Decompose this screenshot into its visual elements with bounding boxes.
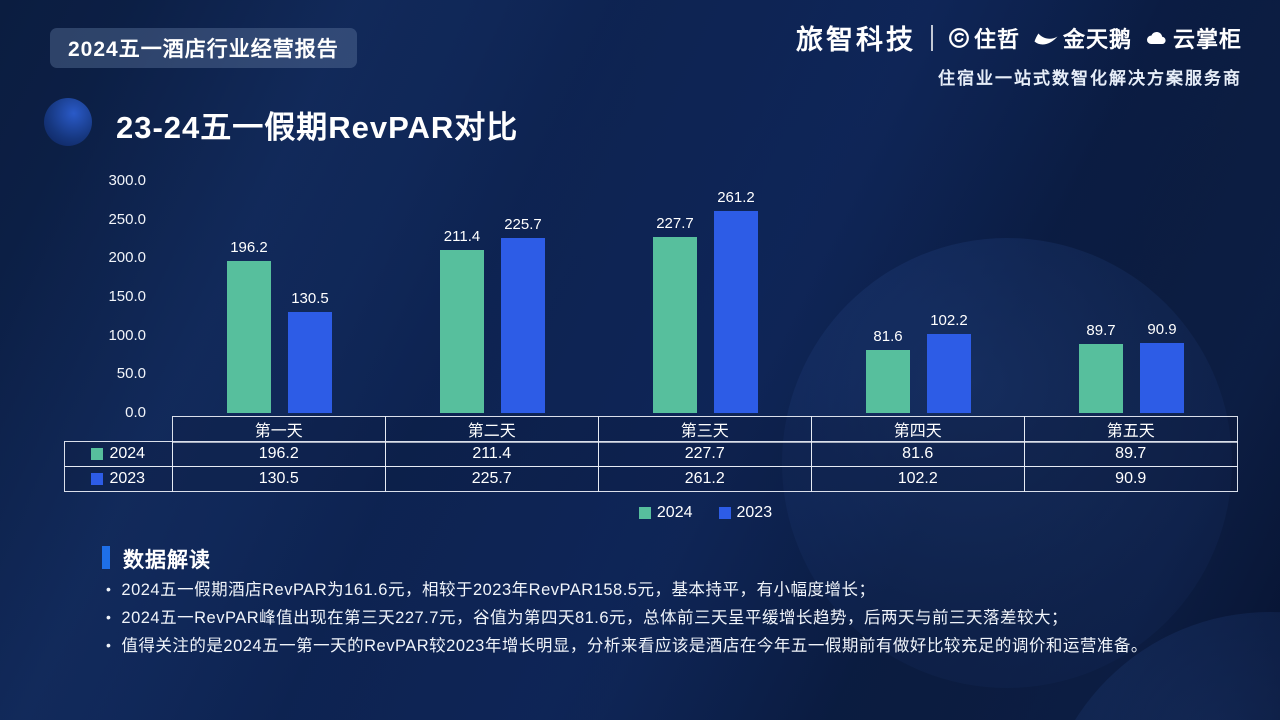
- y-tick-label: 300.0: [108, 172, 146, 189]
- bar-value-label: 81.6: [873, 327, 903, 345]
- table-header-cell: 第五天: [1023, 415, 1238, 443]
- y-tick-label: 100.0: [108, 326, 146, 344]
- bar-2024-第一天: [227, 261, 271, 413]
- table-value-cell: 211.4: [384, 441, 599, 467]
- bar-2023-第四天: [927, 333, 971, 413]
- table-value-cell: 227.7: [597, 441, 812, 467]
- series-name-label: 2023: [109, 469, 146, 487]
- title-sphere-decoration: [44, 98, 92, 146]
- table-header-cell: 第三天: [597, 415, 812, 443]
- table-value-cell: 225.7: [384, 465, 599, 492]
- partner-logo-jintiane: 金天鹅: [1033, 22, 1132, 54]
- insights-list: 2024五一假期酒店RevPAR为161.6元，相较于2023年RevPAR15…: [106, 576, 1206, 660]
- table-value-cell: 261.2: [597, 465, 812, 492]
- table-row-label-2023: 2023: [63, 465, 173, 492]
- y-tick-label: 0.0: [125, 404, 146, 421]
- swan-swoosh-icon: [1033, 28, 1059, 48]
- partner-logo-zhuzhe: 住哲: [948, 22, 1020, 54]
- chart-data-table: 第一天 第二天 第三天 第四天 第五天 2024 196.2 211.4 227.7 81.6 89…: [63, 415, 1238, 492]
- bar-wrap: 211.4: [440, 228, 484, 413]
- bar-wrap: 225.7: [501, 216, 545, 413]
- brand-tagline: 住宿业一站式数智化解决方案服务商: [938, 69, 1242, 88]
- bar-2023-第五天: [1140, 342, 1184, 413]
- y-tick-label: 250.0: [108, 210, 146, 228]
- table-value-cell: 196.2: [171, 441, 386, 467]
- bar-2024-第五天: [1079, 343, 1123, 413]
- bar-value-label: 102.2: [930, 311, 968, 329]
- logo-divider: [930, 24, 933, 51]
- table-corner-cell: [64, 416, 174, 443]
- partner-logo-label: 住哲: [973, 26, 1020, 52]
- legend-swatch-2024: [638, 507, 651, 519]
- report-badge-label: 2024五一酒店行业经营报告: [68, 38, 339, 61]
- bar-2023-第二天: [501, 238, 545, 413]
- bar-wrap: 89.7: [1079, 322, 1123, 413]
- bar-2023-第三天: [714, 211, 758, 413]
- y-tick-label: 200.0: [108, 249, 146, 267]
- bar-wrap: 196.2: [227, 239, 271, 413]
- bar-value-label: 89.7: [1086, 321, 1116, 339]
- insight-bullet: 2024五一假期酒店RevPAR为161.6元，相较于2023年RevPAR15…: [106, 576, 1206, 604]
- bar-value-label: 261.2: [717, 189, 755, 207]
- bar-wrap: 261.2: [714, 189, 758, 413]
- bar-2024-第四天: [866, 349, 910, 413]
- legend-item-2024: 2024: [638, 504, 693, 522]
- bar-2023-第一天: [288, 312, 332, 413]
- y-axis: 300.0 250.0 200.0 150.0 100.0 50.0 0.0: [82, 172, 146, 421]
- cloud-icon: [1145, 28, 1169, 48]
- table-row-label-2024: 2024: [63, 441, 173, 467]
- bar-wrap: 102.2: [927, 312, 971, 413]
- y-tick-label: 50.0: [116, 365, 146, 383]
- brand-logos-row: 旅智科技 住哲 金天鹅 云掌柜: [796, 18, 1242, 57]
- table-value-cell: 81.6: [810, 441, 1025, 467]
- insight-bullet: 2024五一RevPAR峰值出现在第三天227.7元，谷值为第四天81.6元，总…: [106, 604, 1206, 632]
- partner-logo-label: 金天鹅: [1062, 26, 1132, 52]
- report-badge: 2024五一酒店行业经营报告: [50, 28, 357, 68]
- chart-legend: 2024 2023: [173, 504, 1238, 522]
- insights-heading: 数据解读: [123, 549, 211, 572]
- bar-value-label: 90.9: [1147, 320, 1177, 338]
- bar-wrap: 81.6: [866, 328, 910, 413]
- legend-swatch-2023: [718, 507, 731, 519]
- bar-2024-第二天: [440, 249, 484, 413]
- bar-group-第一天: 196.2 130.5: [173, 181, 386, 413]
- table-value-cell: 90.9: [1023, 465, 1238, 492]
- legend-label: 2024: [656, 504, 693, 521]
- bar-value-label: 196.2: [230, 239, 268, 257]
- company-logo: 旅智科技: [795, 25, 916, 55]
- table-value-cell: 89.7: [1023, 441, 1238, 467]
- page-title: 23-24五一假期RevPAR对比: [116, 110, 519, 145]
- bar-wrap: 227.7: [653, 215, 697, 413]
- table-header-cell: 第四天: [810, 415, 1025, 443]
- series-swatch-2023: [91, 472, 104, 485]
- zhuzhe-swirl-icon: [948, 27, 970, 49]
- bar-value-label: 211.4: [443, 227, 481, 245]
- table-header-cell: 第二天: [384, 415, 599, 443]
- bar-2024-第三天: [653, 236, 697, 413]
- table-header-cell: 第一天: [171, 415, 386, 443]
- bar-wrap: 130.5: [288, 290, 332, 413]
- legend-item-2023: 2023: [718, 504, 773, 522]
- bar-group-第二天: 211.4 225.7: [386, 181, 599, 413]
- table-value-cell: 130.5: [171, 465, 386, 492]
- bar-value-label: 130.5: [291, 290, 329, 308]
- insight-bullet: 值得关注的是2024五一第一天的RevPAR较2023年增长明显，分析来看应该是…: [106, 632, 1206, 660]
- legend-label: 2023: [736, 504, 773, 521]
- series-swatch-2024: [91, 448, 104, 460]
- series-name-label: 2024: [109, 445, 146, 462]
- plot-area: 196.2 130.5 211.4 225.7 227.7 261.2 81.6 102.2 8…: [173, 181, 1238, 413]
- bar-value-label: 225.7: [504, 216, 542, 234]
- y-tick-label: 150.0: [108, 288, 146, 305]
- brand-block: 旅智科技 住哲 金天鹅 云掌柜 住宿业一站式数智化解决方案服务商: [796, 18, 1242, 89]
- bar-group-第四天: 81.6 102.2: [812, 181, 1025, 413]
- bar-wrap: 90.9: [1140, 321, 1184, 413]
- partner-logo-label: 云掌柜: [1172, 26, 1242, 52]
- bar-group-第五天: 89.7 90.9: [1025, 181, 1238, 413]
- table-value-cell: 102.2: [810, 465, 1025, 492]
- bar-group-第三天: 227.7 261.2: [599, 181, 812, 413]
- insights-accent-bar: [102, 546, 110, 569]
- partner-logo-yunzhanggui: 云掌柜: [1145, 22, 1242, 54]
- bar-value-label: 227.7: [656, 214, 694, 232]
